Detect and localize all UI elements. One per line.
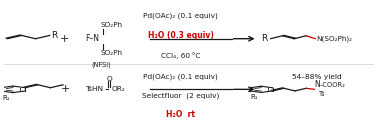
Text: 54–88% yield: 54–88% yield [292,74,342,80]
Text: SO₂Ph: SO₂Ph [100,50,122,56]
Text: N(SO₂Ph)₂: N(SO₂Ph)₂ [316,35,352,42]
Text: +: + [61,84,70,94]
Text: N: N [314,80,321,89]
Text: H₂O (0.3 equiv): H₂O (0.3 equiv) [148,31,214,40]
Text: R₁: R₁ [251,94,258,100]
Text: H₂O  rt: H₂O rt [166,110,195,119]
Text: R: R [261,34,268,43]
Text: Pd(OAc)₂ (0.1 equiv): Pd(OAc)₂ (0.1 equiv) [143,13,218,19]
Text: +: + [60,34,70,44]
Text: TsHN: TsHN [85,86,102,92]
Text: Pd(OAc)₂ (0.1 equiv): Pd(OAc)₂ (0.1 equiv) [143,73,218,80]
Text: F–N: F–N [86,34,100,43]
Text: CCl₄, 60 °C: CCl₄, 60 °C [161,53,201,59]
Text: R₁: R₁ [3,95,10,101]
Text: R: R [51,31,58,40]
Text: Ts: Ts [319,91,326,97]
Text: OR₂: OR₂ [112,86,126,92]
Text: SO₂Ph: SO₂Ph [100,22,122,28]
Text: O: O [107,76,112,82]
Text: –COOR₂: –COOR₂ [319,82,345,88]
Text: Selectfluor  (2 equiv): Selectfluor (2 equiv) [142,93,220,99]
Text: (NFSI): (NFSI) [91,62,111,68]
